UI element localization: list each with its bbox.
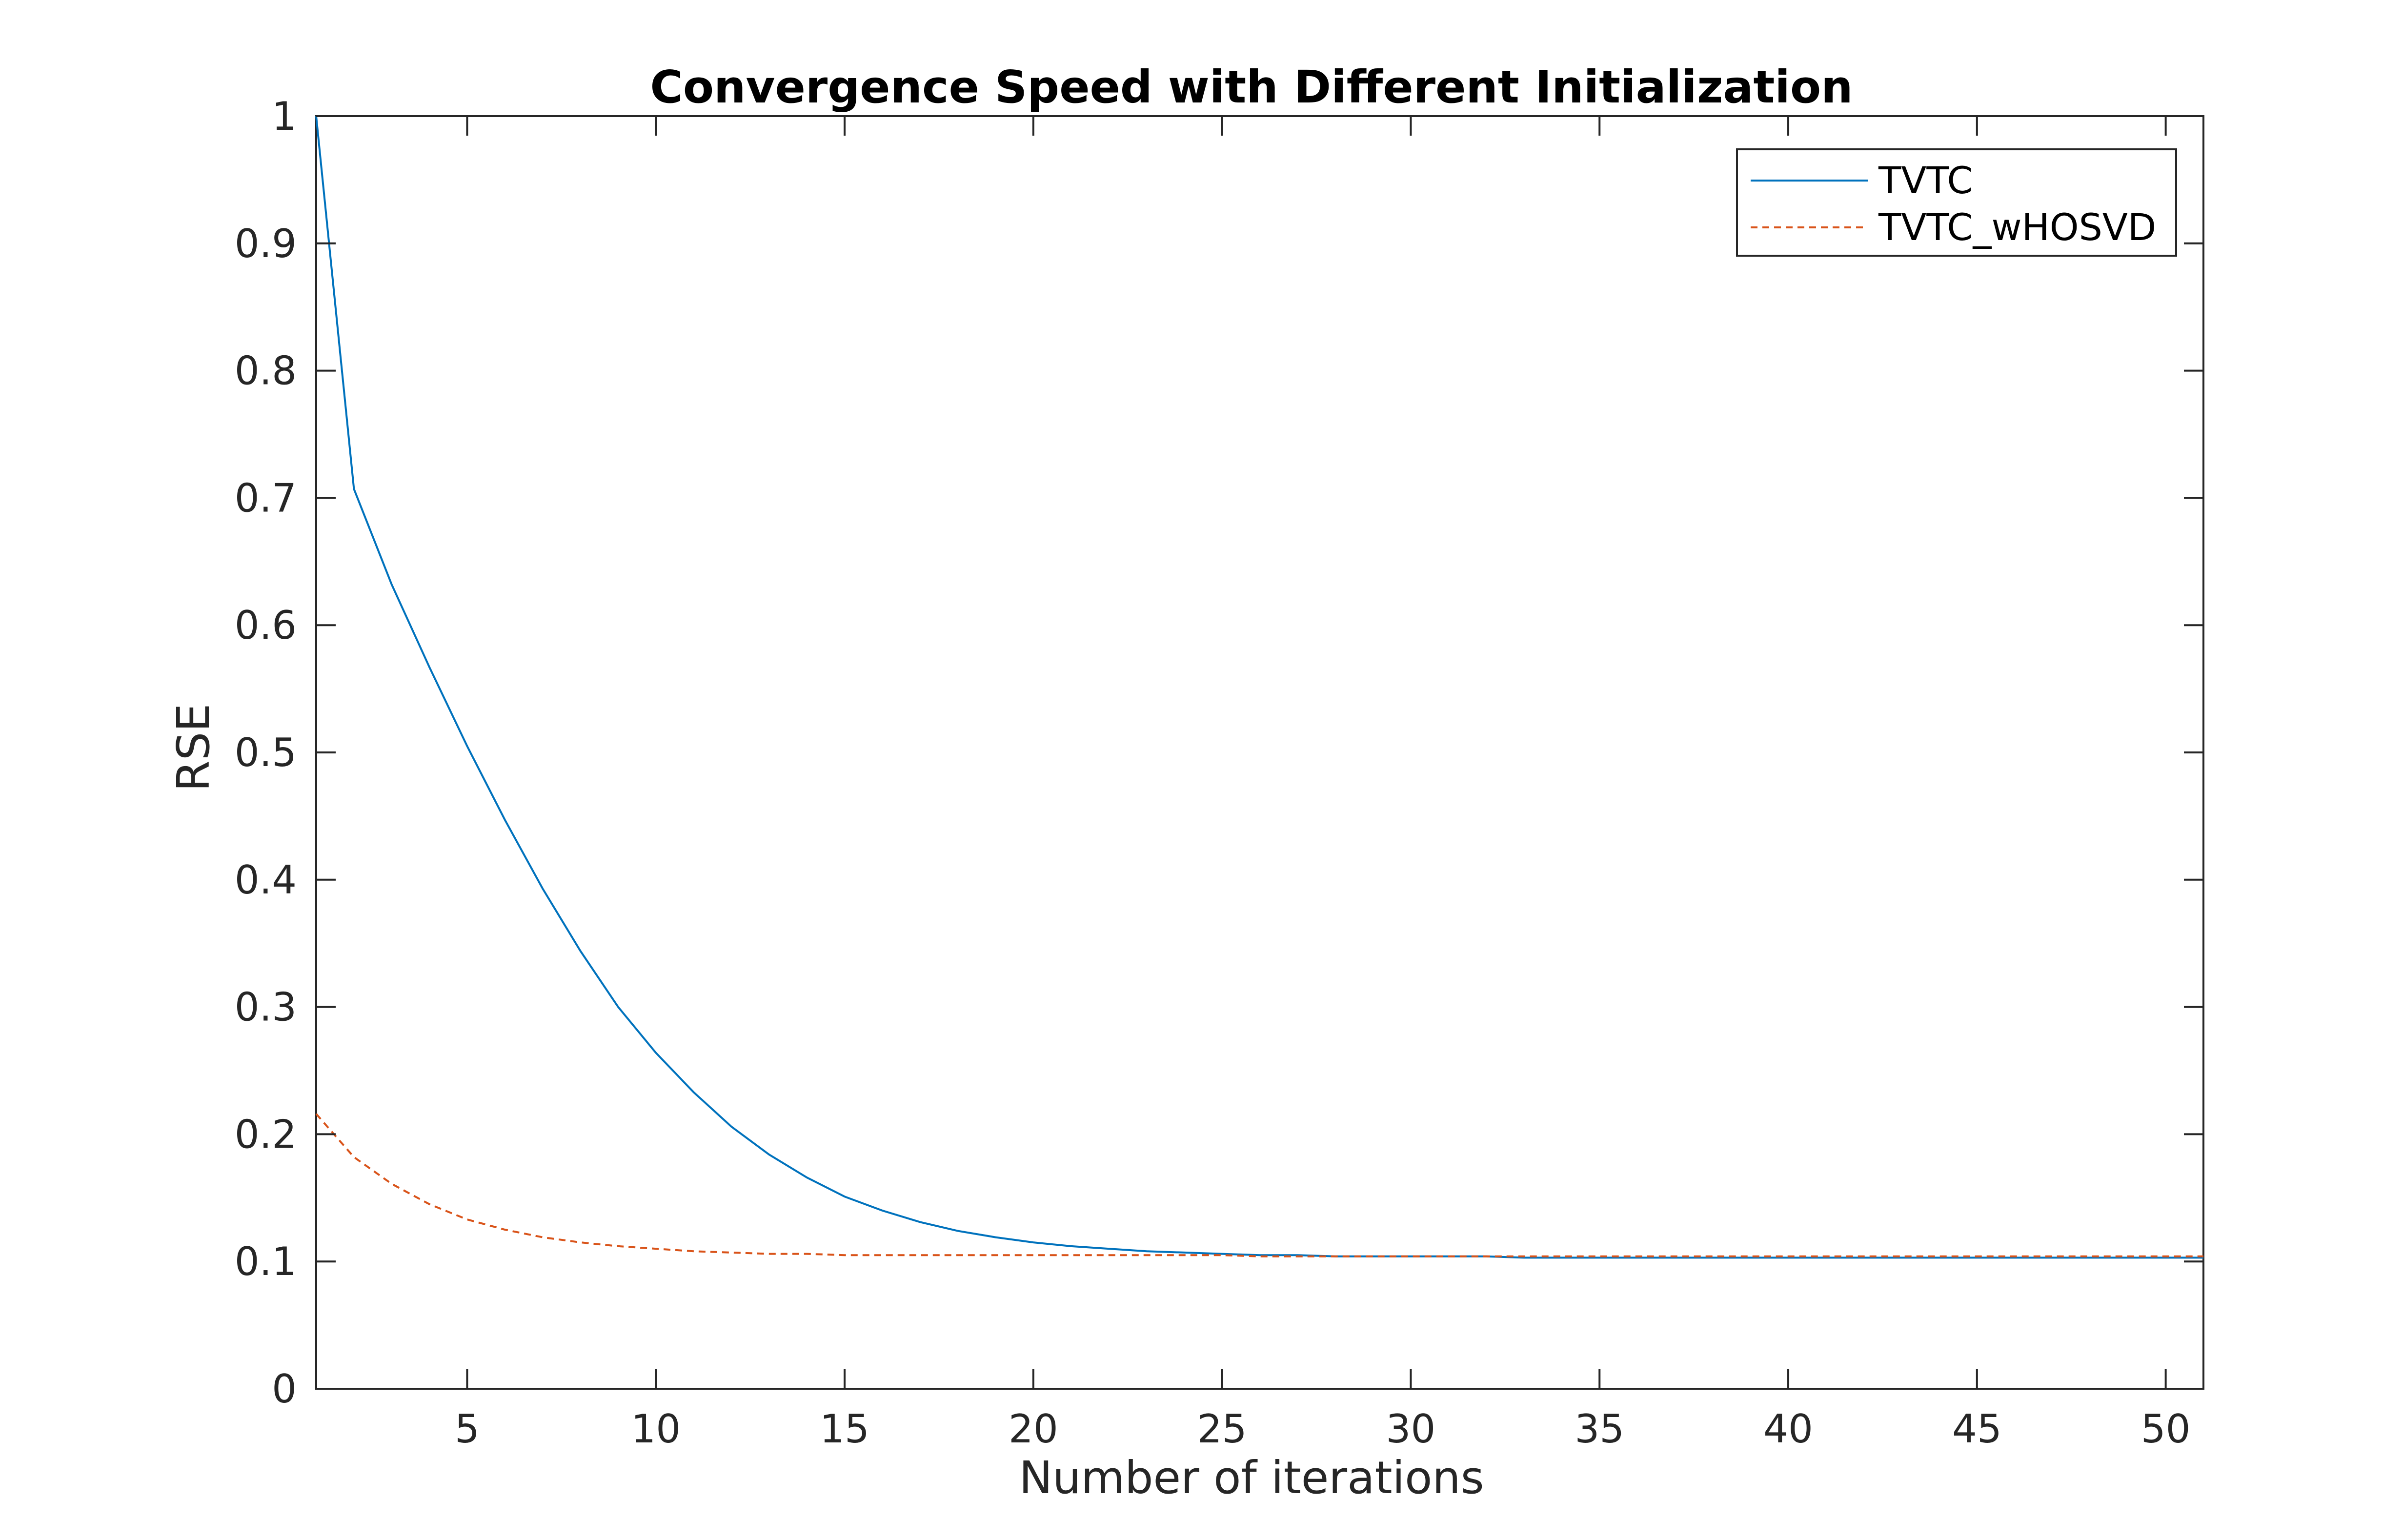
x-tick-label: 45 bbox=[1952, 1406, 2002, 1452]
legend-entry-label: TVTC bbox=[1878, 159, 1973, 202]
x-tick-label: 50 bbox=[2141, 1406, 2191, 1452]
series-layer bbox=[315, 116, 2203, 1259]
legend-entry-label: TVTC_wHOSVD bbox=[1878, 205, 2156, 249]
y-tick-label: 0.9 bbox=[235, 221, 297, 266]
legend-box bbox=[1736, 148, 2177, 257]
y-tick-label: 1 bbox=[272, 94, 297, 139]
x-tick-label: 5 bbox=[455, 1406, 480, 1452]
axes-box bbox=[315, 115, 2204, 1390]
chart-title: Convergence Speed with Different Initial… bbox=[650, 61, 1853, 113]
y-tick-label: 0.2 bbox=[235, 1112, 297, 1157]
x-tick-label: 10 bbox=[631, 1406, 681, 1452]
x-axis-label: Number of iterations bbox=[1019, 1452, 1484, 1504]
x-tick-label: 35 bbox=[1575, 1406, 1624, 1452]
y-axis-ticks: 0 0.1 0.2 0.3 0.4 0.5 0.6 0.7 0.8 0.9 1 bbox=[235, 94, 2203, 1412]
x-axis-ticks: 5 10 15 20 25 30 35 40 45 50 bbox=[455, 116, 2191, 1452]
y-axis-label: RSE bbox=[167, 704, 220, 791]
series-line-tvtc-whosvd bbox=[315, 1113, 2203, 1257]
x-tick-label: 20 bbox=[1009, 1406, 1058, 1452]
series-line-tvtc bbox=[315, 116, 2203, 1259]
y-tick-label: 0.3 bbox=[235, 985, 297, 1030]
y-tick-label: 0.1 bbox=[235, 1239, 297, 1284]
y-tick-label: 0.4 bbox=[235, 857, 297, 903]
plot-area bbox=[315, 115, 2204, 1390]
x-tick-label: 25 bbox=[1197, 1406, 1247, 1452]
x-tick-label: 30 bbox=[1386, 1406, 1436, 1452]
y-tick-label: 0.7 bbox=[235, 475, 297, 521]
y-tick-label: 0 bbox=[272, 1366, 297, 1412]
y-tick-label: 0.5 bbox=[235, 730, 297, 775]
x-tick-label: 40 bbox=[1763, 1406, 1813, 1452]
y-tick-label: 0.8 bbox=[235, 348, 297, 394]
y-tick-label: 0.6 bbox=[235, 603, 297, 648]
x-tick-label: 15 bbox=[820, 1406, 869, 1452]
